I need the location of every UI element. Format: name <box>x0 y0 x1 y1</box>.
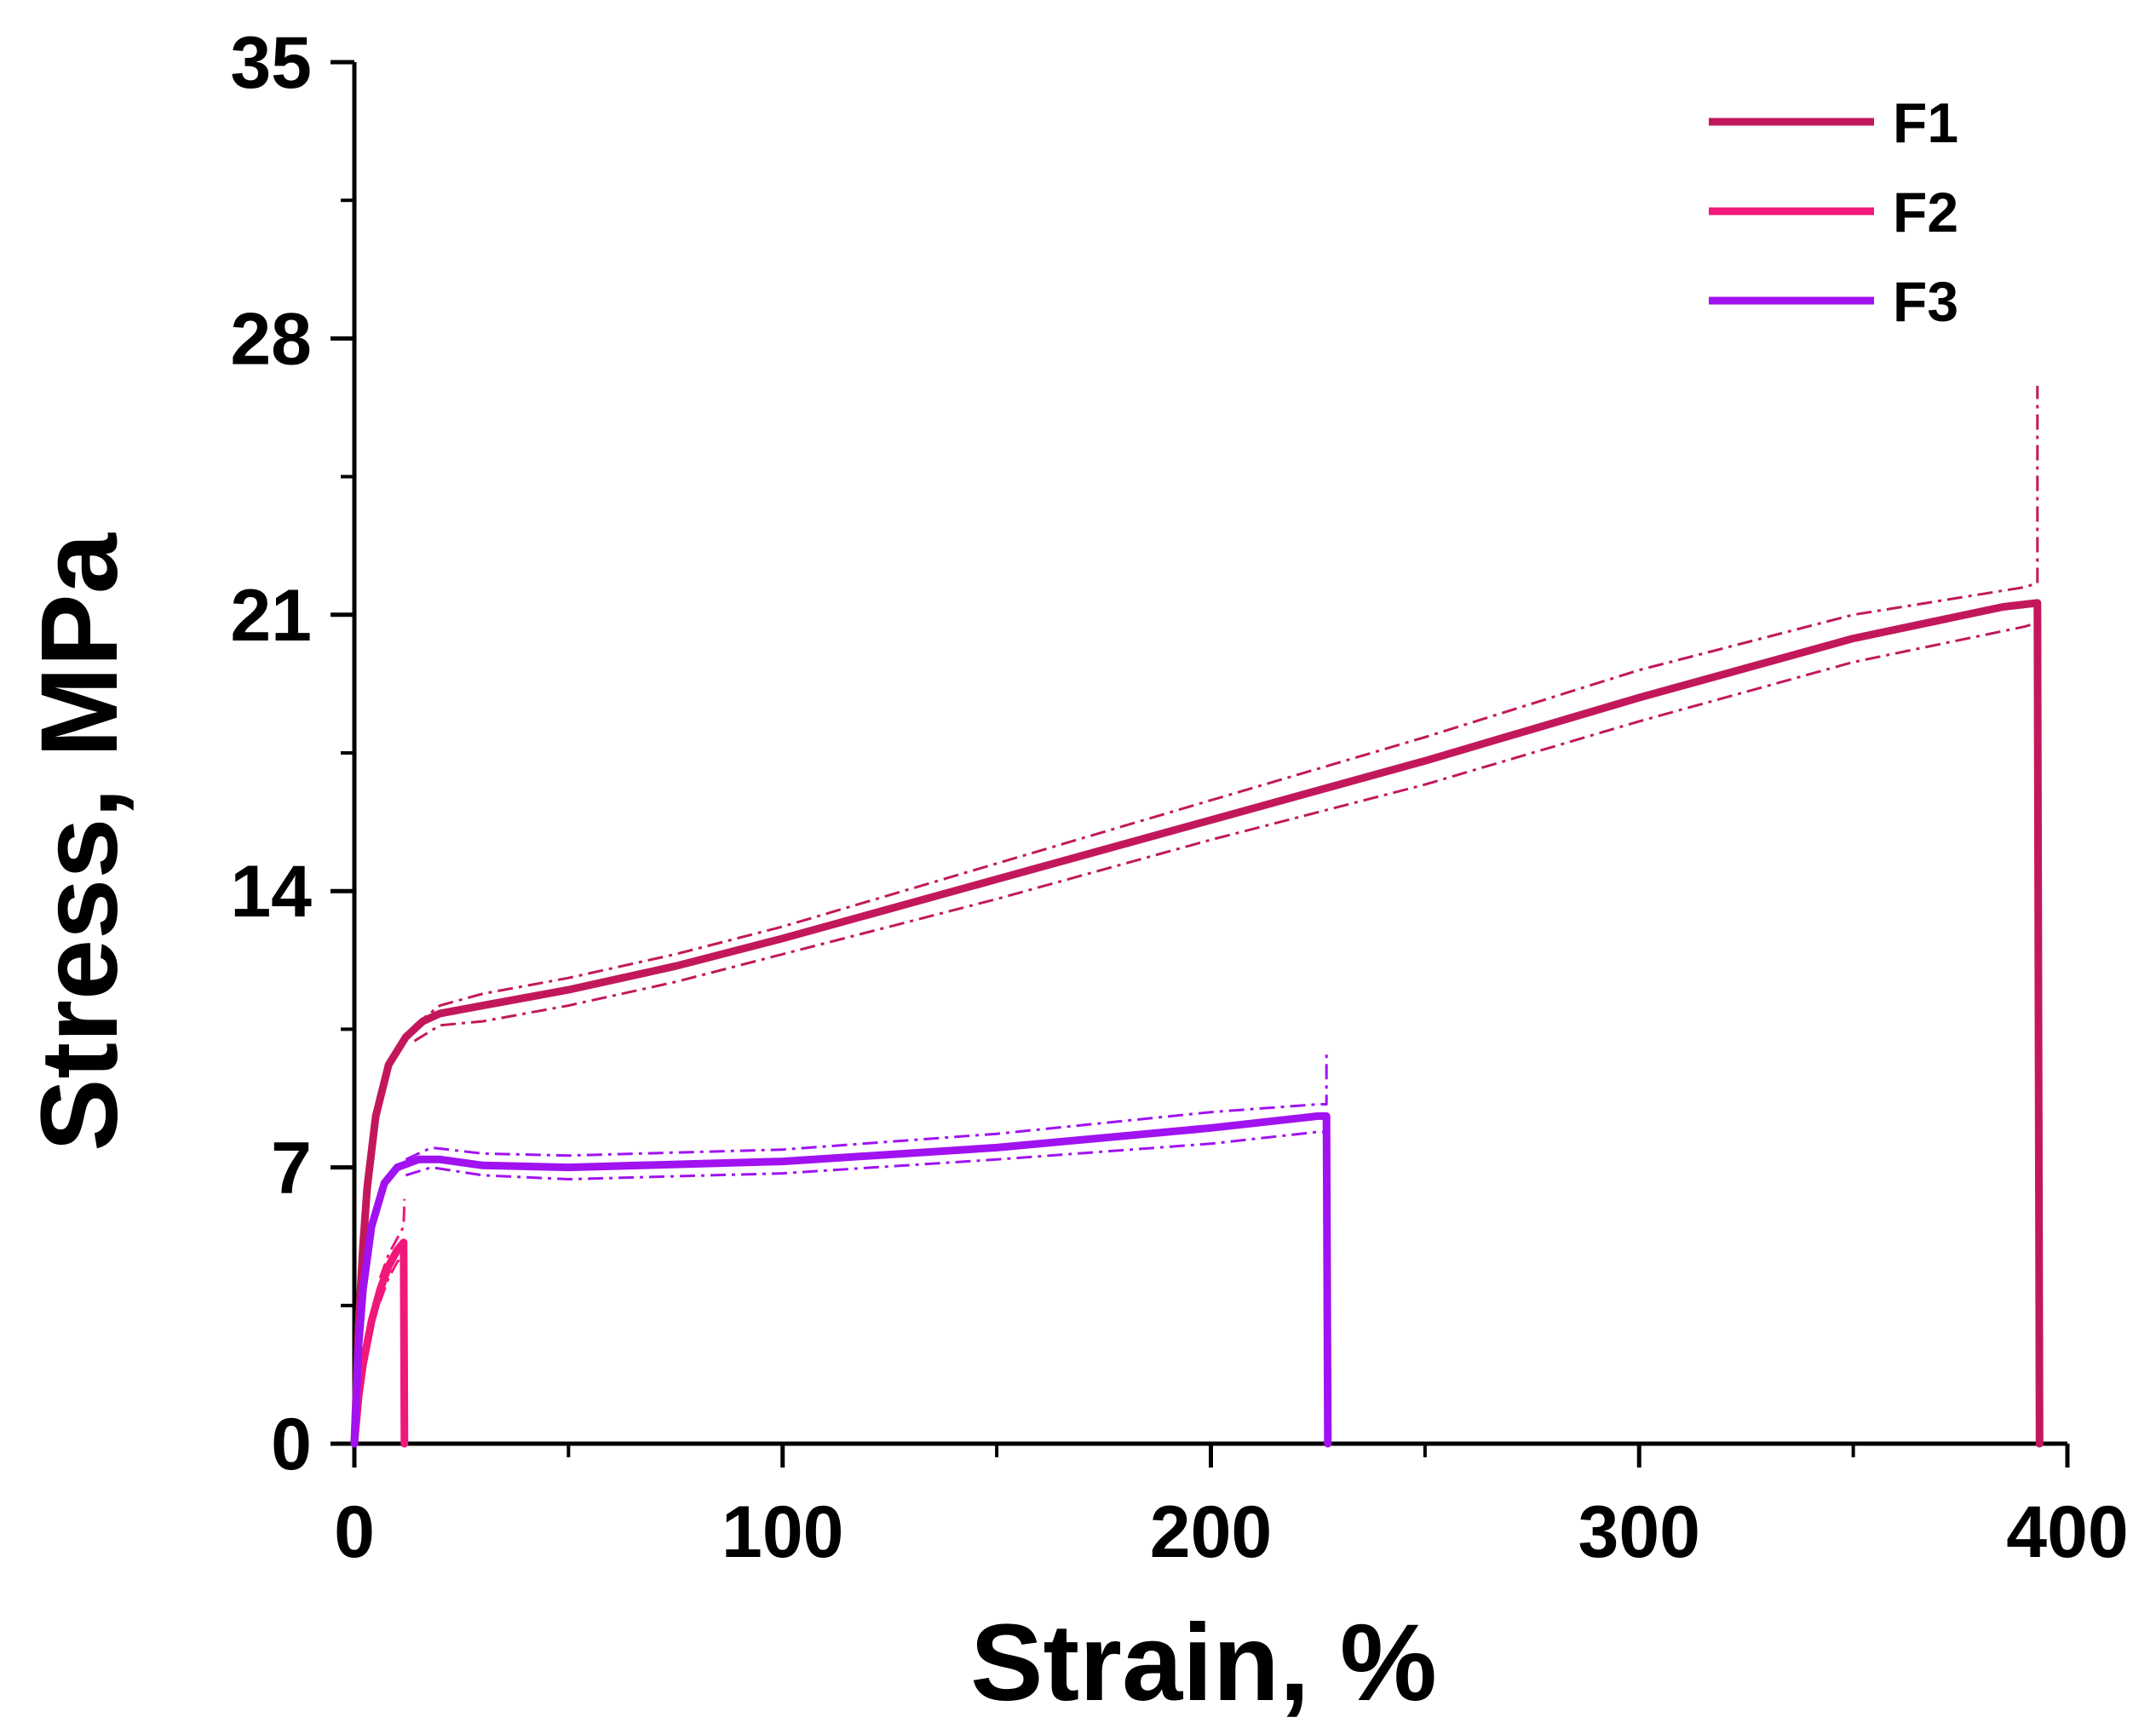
y-tick-label: 28 <box>230 298 312 380</box>
series-f3-line <box>350 1112 1332 1448</box>
y-tick-label: 7 <box>271 1128 312 1209</box>
y-tick-label: 0 <box>271 1404 312 1485</box>
legend-label-f1: F1 <box>1893 91 1958 154</box>
legend-label-f3: F3 <box>1893 270 1958 333</box>
legend: F1 F2 F3 <box>1709 91 1958 333</box>
legend-label-f2: F2 <box>1893 181 1958 244</box>
y-tick-label: 14 <box>230 851 312 933</box>
series-f1-line <box>350 599 2044 1448</box>
x-tick-label: 400 <box>2006 1491 2129 1573</box>
series-f3-upper-band <box>405 1048 1328 1161</box>
y-tick-label: 21 <box>230 575 312 657</box>
x-tick-label: 0 <box>334 1491 375 1573</box>
axes <box>331 60 2070 1468</box>
series-layer <box>350 386 2044 1448</box>
y-axis-title: Stress, MPa <box>19 532 141 1152</box>
series-f3-lower-band <box>405 1130 1327 1180</box>
series-f1-lower-band <box>413 621 2038 1043</box>
tick-labels: 0 100 200 300 400 0 7 14 21 28 35 <box>230 22 2128 1573</box>
x-tick-label: 200 <box>1150 1491 1273 1573</box>
x-tick-label: 300 <box>1578 1491 1701 1573</box>
x-tick-label: 100 <box>722 1491 844 1573</box>
series-f2-upper-band <box>378 1198 406 1278</box>
series-f2-lower-band <box>378 1253 405 1302</box>
series-f1-upper-band <box>413 386 2039 1026</box>
y-tick-label: 35 <box>230 22 312 104</box>
x-axis-title: Strain, % <box>970 1602 1437 1724</box>
